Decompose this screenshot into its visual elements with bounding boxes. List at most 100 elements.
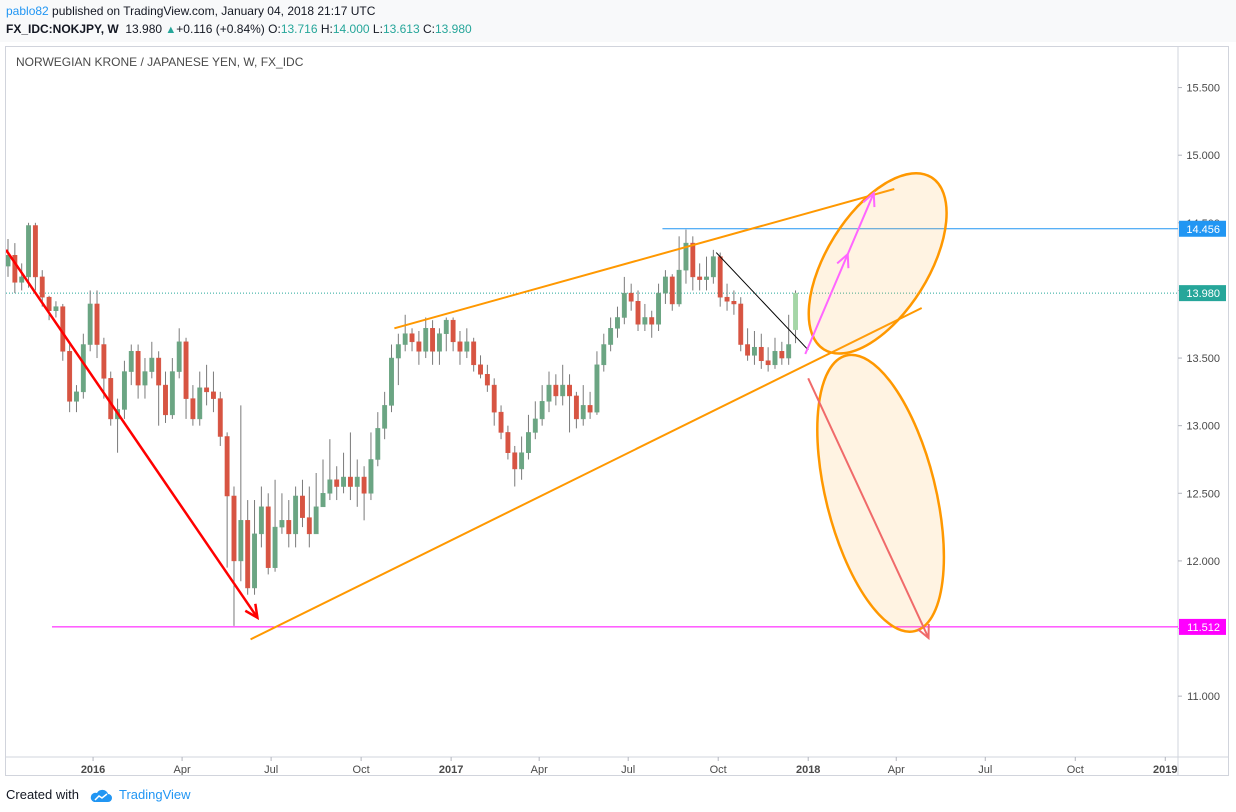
candle-body	[190, 398, 196, 420]
candle-body	[149, 357, 155, 372]
x-tick-label: Oct	[353, 764, 370, 775]
high-label: H:	[320, 22, 333, 36]
candle-body	[587, 405, 593, 413]
candle-body	[361, 476, 367, 494]
symbol-label: FX_IDC:NOKJPY, W	[6, 22, 119, 36]
high-value: 14.000	[332, 22, 370, 36]
candle-body	[293, 495, 299, 535]
candle-body	[512, 452, 518, 470]
chart-svg[interactable]: NORWEGIAN KRONE / JAPANESE YEN, W, FX_ID…	[6, 47, 1228, 775]
price-label-text: 13.980	[1186, 288, 1220, 300]
candle-body	[279, 520, 285, 528]
candle-body	[731, 300, 737, 305]
candle-body	[347, 476, 353, 487]
candle-body	[12, 255, 18, 283]
candle-body	[74, 391, 79, 402]
candle-body	[553, 384, 559, 397]
candle-body	[300, 495, 305, 518]
candle-body	[94, 303, 100, 345]
x-tick-label: Apr	[174, 764, 191, 775]
candle-body	[656, 292, 662, 325]
candle-body	[532, 418, 538, 433]
bear-line	[6, 249, 259, 619]
candle-body	[772, 351, 778, 366]
candle-body	[306, 517, 312, 535]
candle-body	[245, 520, 251, 589]
candle-body	[436, 333, 442, 352]
x-tick-label: 2018	[796, 764, 820, 775]
candle-body	[389, 357, 394, 406]
candle-body	[354, 476, 360, 487]
y-tick-label: 12.500	[1186, 488, 1220, 500]
y-tick-label: 13.500	[1186, 353, 1220, 365]
open-label: O:	[268, 22, 281, 36]
candle-body	[80, 344, 86, 393]
x-tick-label: Oct	[710, 764, 727, 775]
last-price: 13.980	[125, 22, 163, 36]
chart-area[interactable]: NORWEGIAN KRONE / JAPANESE YEN, W, FX_ID…	[5, 46, 1229, 776]
candle-body	[560, 384, 566, 397]
candle-body	[395, 344, 401, 359]
candle-body	[786, 344, 792, 359]
candle-body	[546, 384, 552, 402]
candle-body	[409, 333, 415, 343]
price-label-box	[1179, 618, 1226, 635]
candle-body	[286, 520, 292, 535]
candle-body	[197, 387, 203, 420]
candle-body	[505, 432, 511, 453]
candle-body	[19, 276, 25, 283]
candle-body	[526, 432, 531, 453]
price-label-box	[1179, 220, 1226, 237]
x-tick-label: 2016	[81, 764, 105, 775]
bear-arrow	[807, 377, 930, 639]
x-tick-label: Apr	[888, 764, 905, 775]
candle-body	[751, 346, 757, 356]
bull-arrow-head	[862, 190, 876, 208]
candle-body	[738, 303, 744, 345]
candle-body	[471, 341, 477, 366]
low-value: 13.613	[382, 22, 420, 36]
candle-body	[765, 360, 771, 366]
candle-body	[683, 242, 689, 271]
candle-body	[176, 341, 182, 372]
chart-header: pablo82 published on TradingView.com, Ja…	[0, 0, 1236, 42]
candle-body	[615, 317, 620, 329]
candle-body	[231, 495, 237, 562]
bull-arrow-mid-head	[836, 252, 850, 269]
price-label-text: 14.456	[1186, 224, 1220, 236]
candle-body	[662, 276, 668, 294]
y-tick-label: 15.500	[1186, 83, 1220, 95]
candle-body	[67, 351, 73, 402]
bear-line-arrowhead	[244, 603, 260, 621]
candle-body	[478, 364, 483, 375]
candle-body	[745, 344, 751, 356]
candle-body	[704, 276, 709, 280]
candle-body	[327, 479, 333, 494]
candle-body	[573, 395, 579, 420]
candle-body	[238, 520, 244, 562]
candle-body	[121, 371, 127, 410]
candle-body	[313, 506, 319, 535]
candle-body	[724, 296, 730, 302]
open-value: 13.716	[280, 22, 318, 36]
tradingview-brand[interactable]: TradingView	[119, 787, 191, 802]
candle-body	[375, 428, 381, 460]
candle-body	[779, 351, 785, 359]
wedge-lower	[250, 307, 923, 641]
candle-body	[258, 506, 264, 535]
candle-body	[423, 328, 429, 352]
candle-body	[635, 300, 641, 325]
author-link[interactable]: pablo82	[6, 4, 49, 18]
candle-body	[567, 384, 572, 397]
bear-arrow-head	[917, 623, 930, 641]
y-tick-label: 15.000	[1186, 150, 1220, 162]
candle-body	[53, 306, 59, 311]
candle-body	[539, 401, 545, 420]
candle-body	[32, 225, 38, 278]
x-tick-label: 2017	[439, 764, 463, 775]
candle-body	[697, 276, 703, 280]
candle-body	[204, 387, 210, 393]
candle-body	[601, 344, 607, 366]
candle-body	[498, 411, 504, 433]
candle-body	[39, 276, 45, 298]
